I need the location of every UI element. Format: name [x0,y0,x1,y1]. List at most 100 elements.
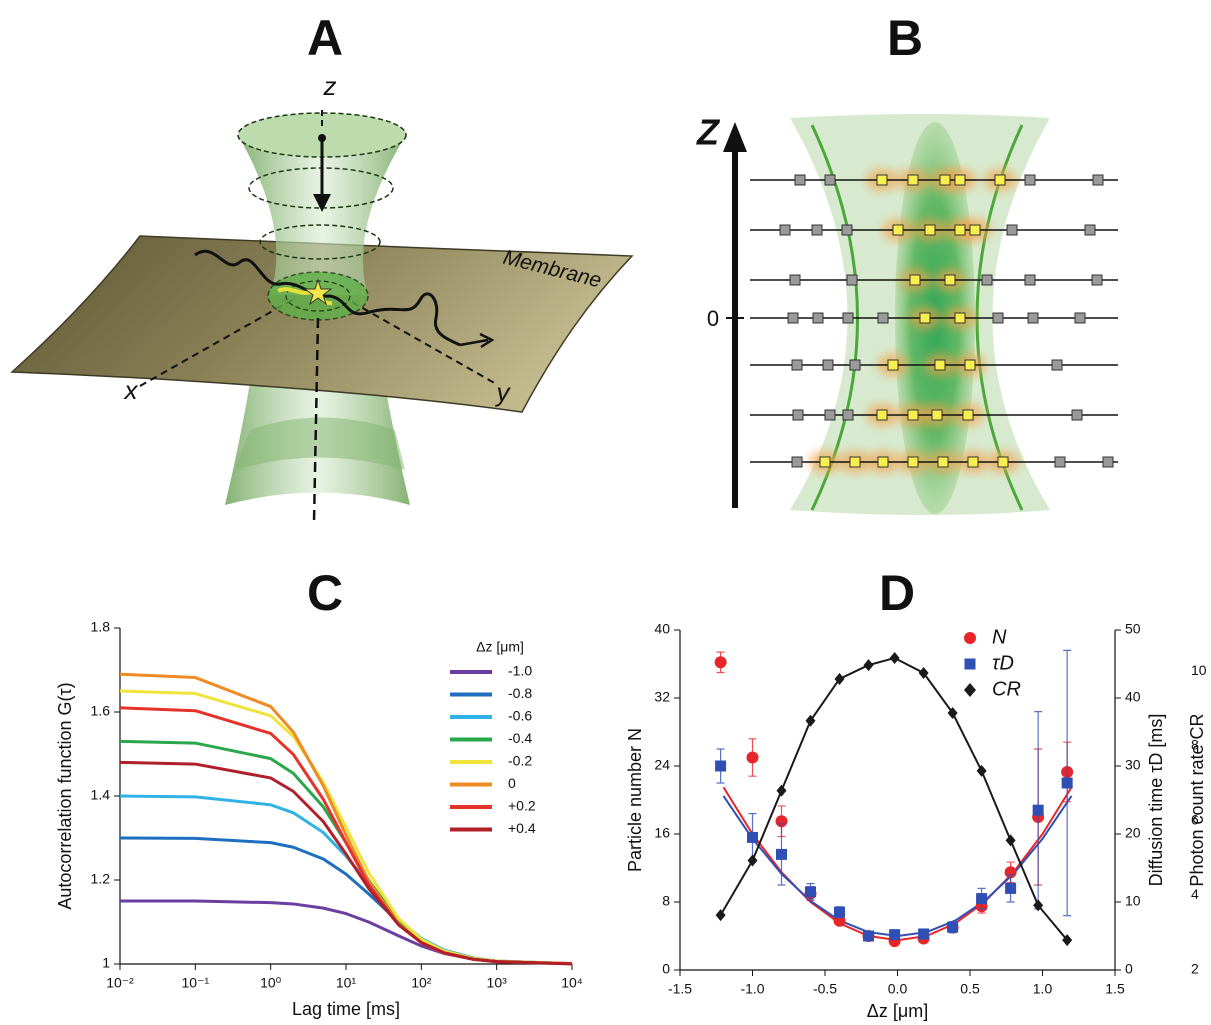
x-tick-label: 10¹ [336,975,357,991]
y2-axis-label: Diffusion time τD [ms] [1146,714,1166,887]
dark-molecule [842,312,854,324]
y3-tick-label: 4 [1191,886,1199,902]
point [889,929,901,941]
point [1033,899,1044,912]
point [714,656,727,669]
y-tick-label: 8 [662,893,670,909]
bright-molecule [994,174,1006,186]
point [947,921,959,933]
y-tick-label: 40 [654,621,670,637]
series-line [119,760,573,966]
point [1062,934,1073,947]
bright-molecule [924,224,936,236]
dark-molecule [1092,174,1104,186]
legend-label: N [992,626,1007,648]
dark-molecule [824,174,836,186]
point [1032,804,1044,816]
bright-molecule [919,312,931,324]
y-tick-label: 16 [654,825,670,841]
x-tick-label: 10² [411,975,432,991]
point [747,831,758,843]
membrane [10,235,634,413]
point [715,760,727,772]
legend-label: -0.4 [508,730,532,746]
bright-molecule [954,312,966,324]
y2-tick-label: 30 [1125,757,1141,773]
diagram-b: B Z 0 [696,10,1118,515]
bright-molecule [954,174,966,186]
x-tick-label: 10⁰ [260,975,282,991]
panel-title: B [887,10,923,66]
series-line [119,794,573,966]
y2-tick-label: 20 [1125,825,1141,841]
x-axis-label: Lag time [ms] [292,999,400,1019]
point [715,909,726,922]
bright-molecule [931,409,943,421]
point [834,906,845,918]
bright-molecule [939,174,951,186]
dark-molecule [822,359,834,371]
dark-molecule [1054,456,1066,468]
y3-tick-label: 6 [1191,811,1199,827]
bright-molecule [997,456,1009,468]
dark-molecule [1074,312,1086,324]
x-tick-label: 10⁴ [561,975,583,991]
legend-label: -0.6 [508,708,532,724]
x-tick-label: 10⁻¹ [182,975,210,991]
axis-label: z [323,71,337,101]
dark-molecule [811,224,823,236]
panel-title: C [307,565,343,621]
x-axis-label: Δz [μm] [867,1001,928,1021]
y3-tick-label: 10 [1191,662,1207,678]
bright-molecule [876,174,888,186]
bright-molecule [876,409,888,421]
y2-tick-label: 0 [1125,961,1133,977]
z-axis-line [312,317,320,523]
point [976,764,987,777]
dark-molecule [1006,224,1018,236]
legend-label: 0 [508,775,516,791]
point [805,714,816,727]
dark-molecule [842,409,854,421]
trajectory [194,249,461,347]
x-tick-label: -1.5 [668,981,692,997]
molecule-star [303,278,333,306]
bright-molecule [944,274,956,286]
x-axis-line [139,299,293,387]
dark-molecule [981,274,993,286]
bright-molecule [969,224,981,236]
axis-label: y [495,377,512,407]
point [918,666,929,679]
bright-molecule [934,359,946,371]
point [976,893,988,905]
y3-tick-label: 8 [1191,737,1199,753]
legend-label: +0.2 [508,798,536,814]
y-tick-label: 1.4 [91,787,111,803]
bright-molecule [907,456,919,468]
bright-molecule [887,359,899,371]
dark-molecule [1027,312,1039,324]
point [805,886,816,898]
bright-molecule [849,456,861,468]
panel-title: D [879,565,915,621]
y-tick-label: 24 [654,757,670,773]
y-tick-label: 0 [662,961,670,977]
y-axis-line [351,301,499,386]
dark-molecule [841,224,853,236]
x-tick-label: 1.0 [1033,981,1053,997]
point [918,928,930,940]
trajectory-arrow [479,332,495,349]
bright-molecule [909,274,921,286]
y-axis-label: Particle number N [625,728,645,872]
panel-title: A [307,10,343,66]
dark-molecule [1051,359,1063,371]
fit-line [722,795,1073,938]
x-tick-label: 0.0 [888,981,908,997]
dark-molecule [791,359,803,371]
dark-molecule [1024,174,1036,186]
dark-molecule [877,312,889,324]
point [947,706,958,719]
legend-marker [964,658,976,670]
y2-tick-label: 50 [1125,621,1141,637]
